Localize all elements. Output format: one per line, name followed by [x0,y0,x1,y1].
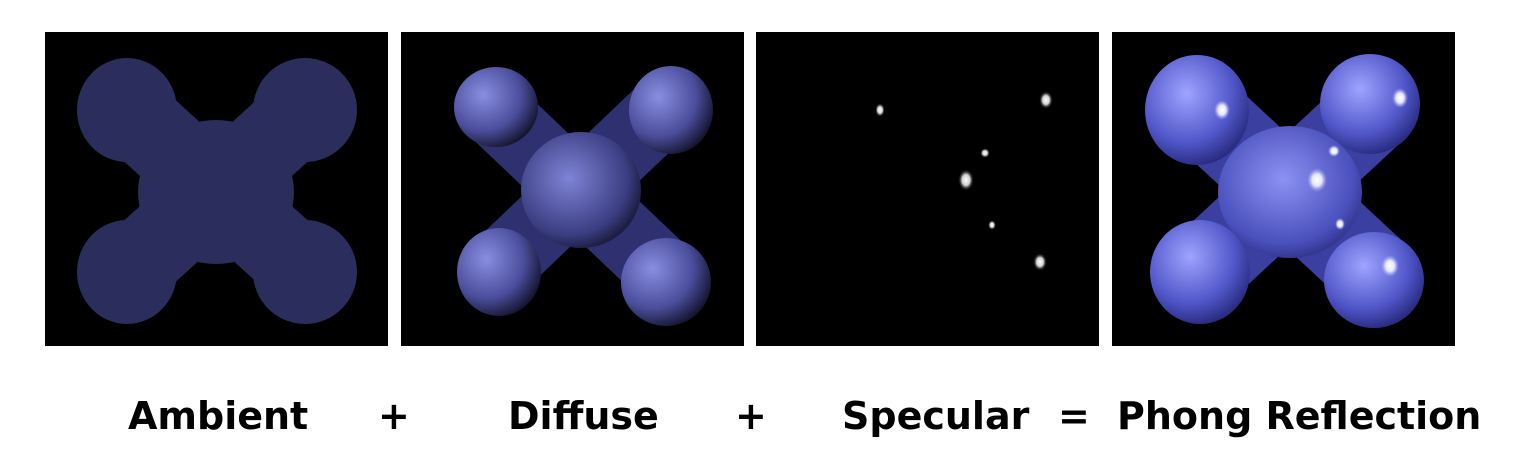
specular-highlights-image [875,91,1053,271]
specular-label: Specular [842,394,1030,438]
plus-operator: + [378,394,410,438]
ambient-shape-image [77,58,357,324]
diffuse-shape-image [454,66,713,326]
diffuse-render-panel [401,32,744,346]
diffuse-label: Diffuse [508,394,659,438]
specular-render-panel [756,32,1099,346]
diffuse-blob [454,66,713,326]
phong-blob [1145,54,1424,328]
phong-render-panel [1112,32,1455,346]
specular-highlights [875,91,1053,271]
equals-operator: = [1058,394,1090,438]
ambient-blob [77,58,357,324]
plus-operator: + [735,394,767,438]
ambient-label: Ambient [128,394,309,438]
phong-reflection-label: Phong Reflection [1117,394,1482,438]
phong-shape-image [1145,54,1424,328]
phong-highlights [1214,88,1408,277]
ambient-render-panel [45,32,388,346]
